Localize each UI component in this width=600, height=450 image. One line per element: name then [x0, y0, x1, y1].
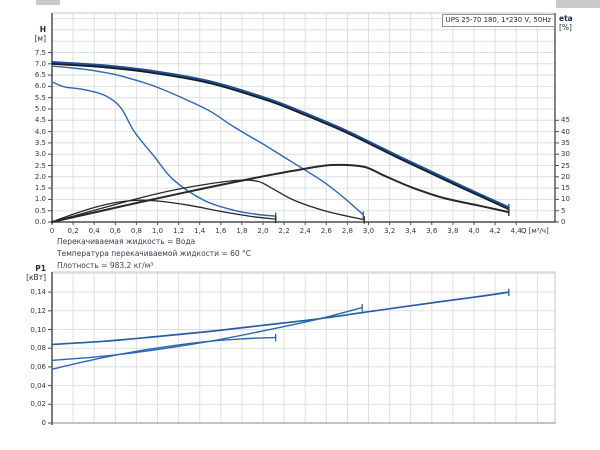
h-axis-name: H	[39, 25, 46, 34]
tick-label: 35	[561, 138, 570, 147]
tick-label: 3,2	[384, 227, 396, 235]
tick-label: 20	[561, 172, 570, 181]
tick-label: 25	[561, 161, 570, 170]
note-density: Плотность = 983.2 кг/м³	[57, 261, 154, 270]
tick-label: 1.5	[34, 184, 46, 193]
tick-label: 2.5	[34, 161, 46, 170]
curve-power-speed-2	[51, 306, 363, 362]
p1-axis-unit: [кВт]	[26, 273, 46, 282]
tick-label: 1,4	[194, 227, 206, 235]
curve-head-speed-1	[51, 81, 277, 217]
tick-label: 1,8	[236, 227, 248, 235]
tick-label: 0	[41, 419, 46, 427]
tick-label: 7.5	[34, 48, 46, 57]
h-axis-unit: [м]	[34, 34, 46, 43]
tick-label: 2,6	[320, 227, 332, 235]
tick-label: 2,4	[299, 227, 311, 235]
tick-label: 3,4	[405, 227, 417, 235]
eta-axis-unit: [%]	[559, 23, 572, 32]
tick-label: 0.0	[34, 218, 46, 226]
tick-label: 45	[561, 116, 570, 125]
tick-label: 3,0	[362, 227, 375, 235]
window-artifact-left	[36, 0, 60, 5]
curve-eta-speed-1	[51, 199, 277, 223]
tick-label: 4.0	[34, 127, 46, 136]
tick-label: 1.0	[34, 195, 46, 204]
tick-label: 4,4	[510, 227, 522, 235]
tick-label: 0,12	[30, 306, 46, 315]
curve-power-speed-1	[51, 336, 277, 370]
tick-label: 0,6	[109, 227, 121, 235]
tick-label: 2,0	[257, 227, 269, 235]
tick-label: 2,8	[341, 227, 353, 235]
tick-label: 0,8	[130, 227, 142, 235]
pump-title-box: UPS 25-70 180, 1*230 V, 50Hz	[441, 14, 555, 27]
tick-label: 10	[561, 195, 570, 204]
p1-axis-name: P1	[35, 264, 46, 273]
tick-label: 3.0	[34, 150, 46, 159]
tick-label: 0,02	[30, 400, 46, 409]
tick-label: 4,2	[489, 227, 501, 235]
tick-label: 1,0	[151, 227, 164, 235]
note-temperature: Температура перекачиваемой жидкости = 60…	[57, 249, 252, 258]
curve-head-speed-3-shadow	[51, 62, 510, 210]
curve-power-speed-3	[51, 291, 510, 346]
tick-label: 3,8	[447, 227, 459, 235]
tick-label: 0,4	[88, 227, 100, 235]
tick-label: 5.5	[34, 93, 46, 102]
q-axis-label: Q [м³/ч]	[521, 227, 549, 235]
tick-label: 6.0	[34, 82, 46, 91]
tick-label: 6.5	[34, 71, 46, 80]
tick-label: 0,06	[30, 362, 46, 371]
tick-label: 0,10	[30, 325, 46, 334]
tick-label: 30	[561, 150, 570, 159]
note-fluid: Перекачиваемая жидкость = Вода	[57, 237, 196, 246]
tick-label: 2,2	[278, 227, 290, 235]
tick-label: 3,6	[426, 227, 438, 235]
tick-label: 0,08	[30, 344, 46, 353]
tick-label: 0.5	[34, 206, 46, 215]
window-artifact-right	[556, 0, 600, 8]
tick-label: 2.0	[34, 172, 46, 181]
eta-axis-name: eta	[559, 14, 573, 23]
tick-label: 1,2	[173, 227, 185, 235]
tick-label: 0,2	[67, 227, 79, 235]
tick-label: 4.5	[34, 116, 46, 125]
tick-label: 1,6	[215, 227, 227, 235]
tick-label: 3.5	[34, 138, 46, 147]
curve-head-speed-2	[51, 65, 364, 216]
tick-label: 0,14	[30, 288, 46, 297]
tick-label: 15	[561, 184, 570, 193]
curve-head-speed-3	[51, 61, 510, 209]
curve-eta-speed-2	[51, 179, 365, 223]
tick-label: 5	[561, 206, 566, 215]
curve-eta-speed-3	[51, 163, 510, 223]
tick-label: 40	[561, 127, 570, 136]
tick-label: 0	[49, 227, 55, 235]
tick-label: 5.0	[34, 105, 46, 113]
tick-label: 4,0	[468, 227, 480, 235]
tick-label: 0,04	[30, 381, 46, 390]
tick-label: 0	[561, 218, 566, 226]
tick-label: 7.0	[34, 59, 46, 68]
